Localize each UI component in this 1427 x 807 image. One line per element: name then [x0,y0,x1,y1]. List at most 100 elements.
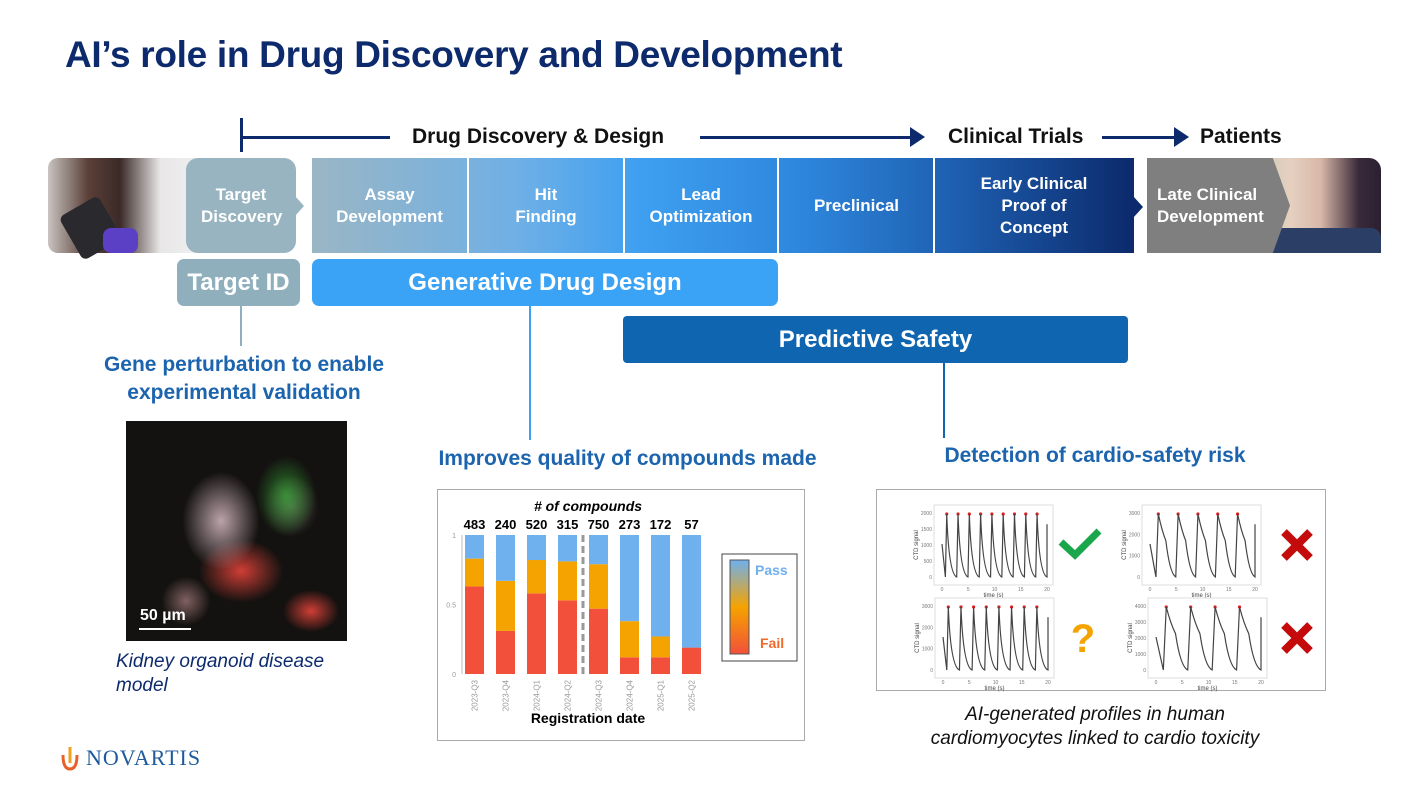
count-label: 520 [526,517,548,532]
y-tick-label: 0 [1137,575,1140,581]
bar-segment-pass [651,535,670,637]
bar-segment-fail [620,657,639,674]
x-tick-label: 5 [1181,680,1184,686]
y-tick-label: 0 [1143,668,1146,674]
x-tick-label: 0 [942,680,945,686]
x-tick-label: 10 [992,587,998,593]
stage-divider [777,158,779,253]
y-tick-label: 0.5 [446,603,456,610]
bar-segment-fail [682,647,701,674]
safety-outcome-heading: Detection of cardio-safety risk [944,444,1246,467]
legend-fail: Fail [760,635,784,651]
stage-divider [467,158,469,253]
bar-segment-fail [496,630,515,674]
bar-segment-pass [527,535,546,561]
count-label: 483 [464,517,486,532]
legend-pass: Pass [755,562,788,578]
x-tick-label: 2024-Q3 [595,679,604,711]
x-tick-label: 15 [1226,587,1232,593]
scale-bar-label: 50 µm [140,607,186,624]
y-axis-label: CTD signal [1128,623,1134,653]
stage-hit-finding: Hit Finding [515,184,577,226]
bar-segment-pass [620,535,639,622]
x-tick-label: 10 [1206,680,1212,686]
bar-segment-fail [465,586,484,674]
connector-line [529,306,531,440]
predictive-safety-tag: Predictive Safety [623,316,1128,363]
y-tick-label: 2000 [921,511,932,517]
novartis-flame-icon [61,747,79,771]
question-icon: ? [1071,617,1095,661]
phase-discovery: Drug Discovery & Design [412,125,665,148]
x-axis-label: time (s) [985,686,1005,692]
x-tick-label: 20 [1252,587,1258,593]
bar-segment-pass [589,535,608,565]
cardio-plot: 0 500 1000 1500 2000 0 5 10 15 20 CTD signal time (… [914,504,1102,599]
x-tick-label: 0 [1155,680,1158,686]
y-tick-label: 3000 [1135,620,1146,626]
x-tick-label: 2024-Q1 [533,679,542,711]
bar-segment-pass [496,535,515,581]
target-id-tag: Target ID [177,259,300,306]
bar-segment-pass [558,535,577,562]
x-axis-label: time (s) [984,593,1004,599]
timeline-arrow [700,136,912,139]
stage-target-discovery: Target Discovery [186,158,296,253]
x-tick-label: 2025-Q1 [657,679,666,711]
bar-segment-middle [620,621,639,658]
x-tick-label: 2023-Q4 [502,679,511,711]
scale-bar [139,628,191,630]
compound-chart: # of compounds 0 0.5 1 483 2023-Q3 240 2023-Q4 5… [437,489,805,741]
count-label: 750 [588,517,610,532]
chevron-icon [295,196,304,216]
y-tick-label: 1000 [922,647,933,653]
cardio-plot: 0 1000 2000 3000 4000 0 5 10 15 20 CTD signal time … [1128,597,1313,692]
page-title: AI’s role in Drug Discovery and Developm… [65,34,843,75]
y-tick-label: 0 [929,575,932,581]
x-tick-label: 0 [941,587,944,593]
y-tick-label: 0 [452,672,456,679]
phase-patients: Patients [1200,125,1282,148]
y-axis-label: CTD signal [1122,530,1128,560]
bar-segment-middle [651,636,670,658]
x-tick-label: 5 [968,680,971,686]
bar-segment-fail [651,657,670,674]
compound-chart-svg: # of compounds 0 0.5 1 483 2023-Q3 240 2023-Q4 5… [446,498,798,726]
novartis-logo: NOVARTIS [60,745,201,771]
stage-late-clinical: Late Clinical Development [1147,158,1290,253]
kidney-organoid-image: 50 µm [126,421,347,641]
bar-segment-middle [558,561,577,601]
arrow-head-icon [1174,127,1189,147]
x-axis-label: Registration date [531,710,646,726]
connector-line [943,363,945,438]
x-tick-label: 5 [967,587,970,593]
y-tick-label: 4000 [1135,604,1146,610]
y-tick-label: 0 [930,668,933,674]
cross-icon [1281,529,1313,561]
x-tick-label: 15 [1019,680,1025,686]
phase-clinical: Clinical Trials [948,125,1084,148]
bar-segment-pass [465,535,484,559]
x-tick-label: 20 [1045,680,1051,686]
x-tick-label: 2024-Q4 [626,679,635,711]
count-label: 315 [557,517,579,532]
y-axis-label: CTD signal [914,530,920,560]
bar-segment-pass [682,535,701,648]
check-icon [1058,528,1102,560]
bar-segment-middle [465,558,484,587]
connector-line [240,306,242,346]
stage-gradient [312,158,1134,253]
x-tick-label: 0 [1149,587,1152,593]
x-axis-label: time (s) [1192,593,1212,599]
x-tick-label: 2025-Q2 [688,679,697,711]
timeline-start-tick [240,118,243,152]
bar-segment-fail [558,600,577,674]
count-label: 273 [619,517,641,532]
chart-title: # of compounds [534,498,642,514]
scientist-photo [48,158,208,261]
signal-trace [942,606,1049,671]
y-tick-label: 1 [452,533,456,540]
signal-trace [941,513,1048,578]
y-tick-label: 2000 [1129,532,1140,538]
x-tick-label: 15 [1018,587,1024,593]
